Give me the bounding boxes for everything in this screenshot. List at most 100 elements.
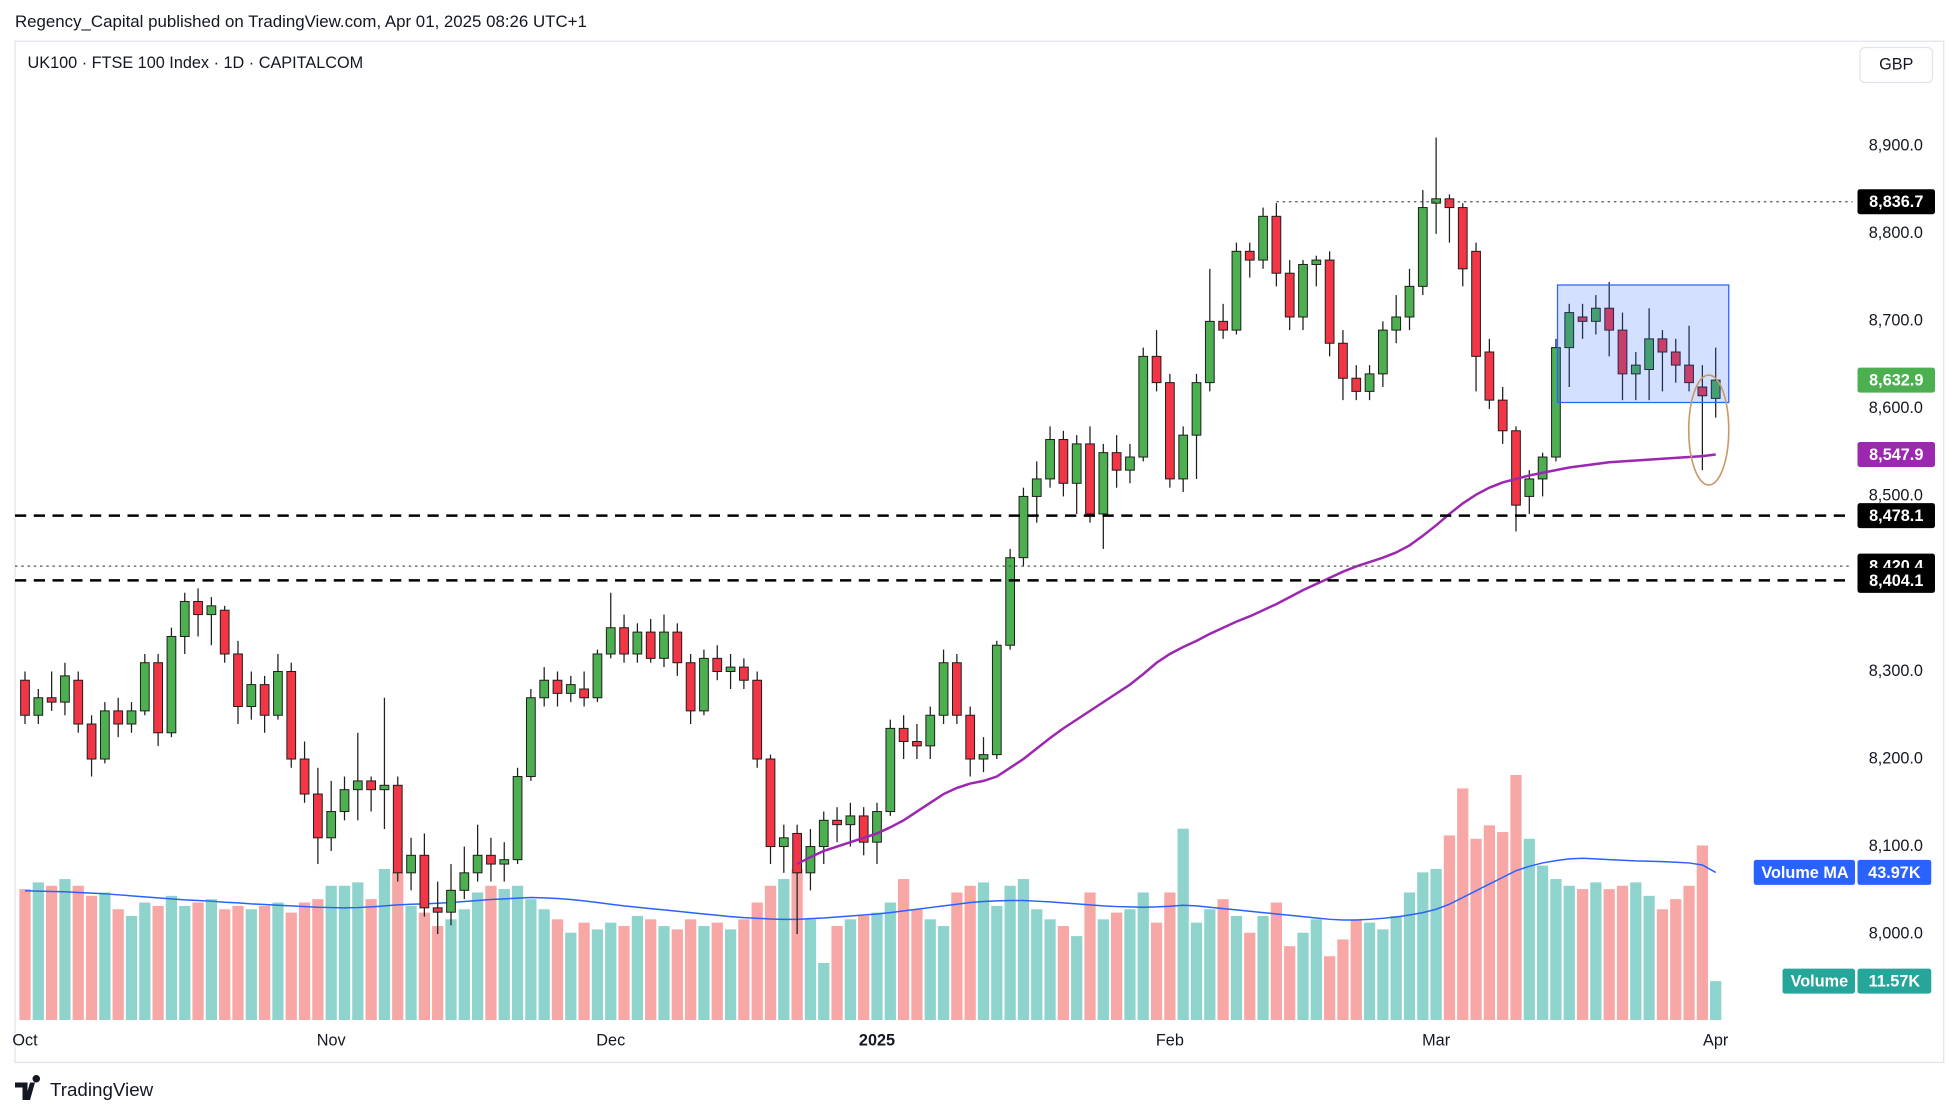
volume-bar — [312, 899, 324, 1020]
volume-bar — [1683, 885, 1695, 1020]
volume-bar — [1710, 981, 1722, 1020]
candle-body — [991, 644, 1002, 756]
volume-tag-name-text: Volume MA — [1761, 864, 1849, 882]
volume-bar — [152, 905, 164, 1020]
candle-body — [1231, 250, 1242, 331]
volume-bar — [205, 899, 217, 1020]
volume-bar — [1230, 915, 1243, 1020]
volume-bar — [32, 882, 44, 1020]
volume-bar — [472, 892, 484, 1020]
candle-body — [419, 854, 430, 909]
candle-body — [1497, 399, 1508, 432]
volume-bar — [645, 919, 657, 1020]
volume-bar — [538, 909, 550, 1020]
volume-bar — [831, 926, 843, 1020]
volume-bar — [1670, 899, 1682, 1020]
volume-bar — [871, 912, 883, 1020]
volume-bar — [964, 885, 976, 1020]
volume-ma-line — [24, 857, 1717, 921]
brand-name: TradingView — [50, 1079, 154, 1100]
price-tag — [1857, 567, 1935, 593]
volume-bar — [605, 922, 617, 1020]
candle-body — [259, 684, 270, 716]
volume-bar — [1177, 828, 1189, 1020]
volume-bar — [1257, 915, 1269, 1020]
volume-bar — [272, 902, 284, 1020]
tradingview-logo — [15, 1075, 41, 1100]
volume-bar — [551, 919, 564, 1020]
volume-bar — [1044, 919, 1056, 1020]
volume-bar — [59, 879, 71, 1020]
candle-body — [153, 662, 163, 734]
overlay-lines — [15, 201, 1853, 866]
candle-body — [60, 675, 70, 703]
candle-body — [605, 627, 616, 655]
candle-body — [1431, 198, 1442, 204]
candle-body — [1444, 198, 1455, 209]
candle-body — [126, 710, 137, 725]
candle-body — [858, 815, 869, 843]
moving-average-line — [796, 453, 1716, 866]
candle-body — [379, 784, 390, 791]
volume-bar — [1097, 919, 1109, 1020]
volume-bar — [338, 885, 351, 1020]
candle-body — [1351, 377, 1362, 392]
candle-body — [1298, 263, 1308, 318]
volume-bar — [46, 885, 58, 1020]
candle-body — [1085, 443, 1095, 515]
candle-body — [86, 723, 97, 760]
candle-body — [1590, 307, 1601, 322]
y-tick-label: 8,000.0 — [1869, 924, 1923, 942]
candle-body — [1604, 307, 1615, 331]
volume-bar — [1244, 932, 1256, 1020]
volume-bar — [738, 919, 750, 1020]
symbol-title: UK100 · FTSE 100 Index · 1D · CAPITALCOM — [28, 54, 364, 72]
candle-body — [552, 679, 563, 694]
candle-body — [406, 854, 416, 874]
candle-body — [313, 793, 323, 839]
currency-button[interactable] — [1859, 46, 1934, 84]
candle-body — [472, 854, 483, 874]
candle-body — [792, 832, 803, 874]
candle-body — [1511, 430, 1521, 506]
candle-body — [1378, 329, 1388, 375]
volume-bar — [1576, 889, 1589, 1020]
volume-bar — [778, 879, 790, 1020]
price-axis: 8,000.0 8,100.0 8,200.0 8,300.0 8,500.0 8,600… — [1869, 137, 1923, 943]
volume-bar — [1377, 929, 1389, 1020]
volume-bar — [1403, 892, 1416, 1020]
candle-body — [33, 697, 44, 716]
volume-bar — [1031, 909, 1043, 1020]
price-tag-text: 8,478.1 — [1869, 507, 1923, 525]
volume-bar — [1390, 915, 1402, 1020]
y-tick-label: 8,800.0 — [1869, 224, 1923, 242]
candle-body — [246, 684, 257, 708]
volume-bar — [19, 889, 31, 1020]
volume-tag-name — [1782, 968, 1855, 994]
currency-label[interactable]: GBP — [1879, 55, 1913, 73]
candle-body — [885, 727, 896, 813]
candle-body — [1244, 250, 1255, 261]
price-tag-text: 8,404.1 — [1869, 572, 1923, 590]
time-axis: Oct Nov Dec 2025 Feb Mar Apr — [12, 1032, 1729, 1050]
volume-bar — [192, 902, 204, 1020]
volume-tag-name — [1753, 859, 1855, 885]
volume-bar — [884, 902, 896, 1020]
candle-body — [579, 688, 589, 699]
candle-body — [1564, 312, 1575, 349]
price-tag — [1857, 503, 1935, 529]
candle-body — [1404, 285, 1415, 318]
candle-body — [1045, 439, 1055, 480]
volume-bar — [1071, 936, 1083, 1020]
volume-bar — [591, 929, 604, 1020]
volume-bar — [671, 929, 683, 1020]
volume-bar — [1217, 899, 1229, 1020]
volume-bar — [485, 885, 497, 1020]
candle-body — [46, 697, 57, 703]
volume-bar — [951, 892, 963, 1020]
candle-body — [100, 710, 110, 760]
volume-bar — [911, 909, 923, 1020]
candle-body — [1684, 364, 1694, 384]
candle-body — [459, 872, 470, 891]
